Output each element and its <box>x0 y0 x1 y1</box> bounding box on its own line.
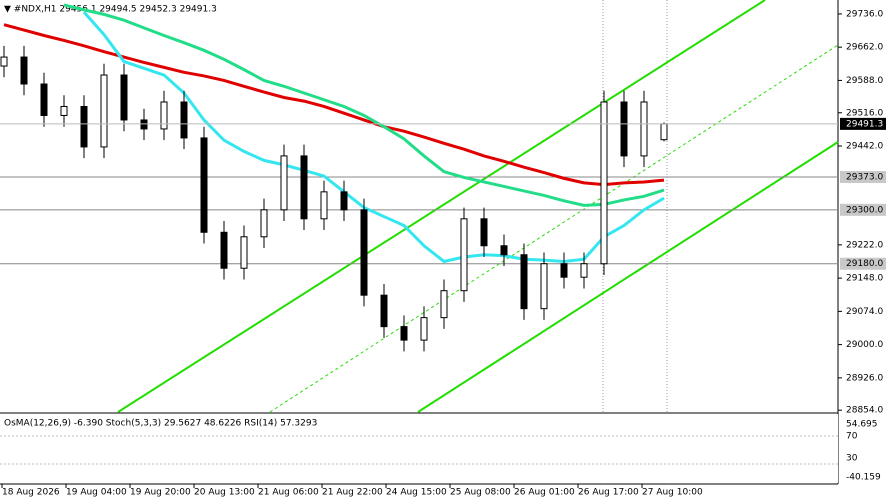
x-tick-label: 26 Aug 17:00 <box>578 488 639 498</box>
candle-body <box>240 236 248 269</box>
y-tick-label: 29588.0 <box>846 76 883 86</box>
y-tick-label: 29442.0 <box>846 142 883 152</box>
level-box <box>840 171 886 184</box>
y-tick-label: 29516.0 <box>846 108 883 118</box>
level-box <box>840 257 886 270</box>
x-tick-label: 18 Aug 2026 <box>2 488 60 498</box>
candle-body <box>560 263 568 278</box>
channel-line <box>117 0 766 413</box>
candle-body <box>120 74 128 121</box>
channel-line <box>417 141 839 413</box>
channel <box>117 0 839 413</box>
indicator-panel <box>0 414 838 483</box>
candle-body <box>60 105 68 116</box>
candle-body <box>420 317 428 341</box>
x-tick-label: 25 Aug 08:00 <box>450 488 511 498</box>
x-tick-label: 24 Aug 15:00 <box>386 488 447 498</box>
y-tick-label: 29000.0 <box>846 340 883 350</box>
y-tick-label: 28854.0 <box>846 406 883 416</box>
last-price-box <box>840 117 886 130</box>
candle-body <box>140 119 148 130</box>
indicator-label: 54.695 <box>846 420 878 430</box>
x-tick-label: 21 Aug 22:00 <box>322 488 383 498</box>
level-label: 29373.0 <box>846 173 883 183</box>
candle-body <box>500 245 508 256</box>
x-tick-label: 27 Aug 10:00 <box>642 488 703 498</box>
candle-body <box>160 101 168 130</box>
candle-body <box>440 290 448 319</box>
indicator-title: OsMA(12,26,9) -6.390 Stoch(5,3,3) 29.562… <box>4 419 317 429</box>
level-label: 29300.0 <box>846 205 883 215</box>
y-tick-label: 29074.0 <box>846 307 883 317</box>
y-tick-label: 29736.0 <box>846 9 883 19</box>
y-tick-label: 29662.0 <box>846 43 883 53</box>
candle-body <box>200 137 208 233</box>
candle-body <box>20 56 28 85</box>
x-tick-label: 19 Aug 04:00 <box>66 488 127 498</box>
x-tick-label: 21 Aug 06:00 <box>258 488 319 498</box>
y-tick-label: 29148.0 <box>846 274 883 284</box>
candle-body <box>260 209 268 238</box>
indicator-label: -40.159 <box>846 473 881 483</box>
candle-body <box>520 254 528 310</box>
candle-body <box>580 263 588 278</box>
y-tick-label: 28926.0 <box>846 373 883 383</box>
candle-body <box>220 231 228 269</box>
candle-body <box>480 218 488 247</box>
level-label: 29180.0 <box>846 259 883 269</box>
candle-body <box>180 101 188 139</box>
last-price-label: 29491.3 <box>846 119 883 129</box>
candle-body <box>460 218 468 292</box>
indicator-label: 30 <box>846 454 858 464</box>
x-tick-label: 20 Aug 13:00 <box>194 488 255 498</box>
chart-title: ▼ #NDX,H1 29456.1 29494.5 29452.3 29491.… <box>4 5 217 15</box>
candle-body <box>360 209 368 296</box>
candle-body <box>600 101 608 265</box>
moving-average <box>63 3 665 207</box>
indicator-label: 70 <box>846 432 858 442</box>
moving-average <box>82 11 665 264</box>
candle-body <box>540 263 548 310</box>
candle-body <box>40 83 48 116</box>
candle-body <box>300 155 308 220</box>
candle-body <box>320 191 328 220</box>
candle-body <box>380 294 388 328</box>
x-tick-label: 19 Aug 20:00 <box>130 488 191 498</box>
y-tick-label: 29222.0 <box>846 240 883 250</box>
channel-midline <box>269 44 839 413</box>
moving-average <box>3 23 665 187</box>
candle-body <box>280 155 288 211</box>
candle-body <box>0 56 8 67</box>
candle-body <box>340 191 348 211</box>
candle-body <box>660 123 668 141</box>
candle-body <box>80 105 88 148</box>
candle-body <box>100 74 108 148</box>
candle-body <box>400 326 408 341</box>
x-tick-label: 26 Aug 01:00 <box>514 488 575 498</box>
candle-body <box>640 101 648 157</box>
level-box <box>840 203 886 216</box>
candle-body <box>620 101 628 157</box>
